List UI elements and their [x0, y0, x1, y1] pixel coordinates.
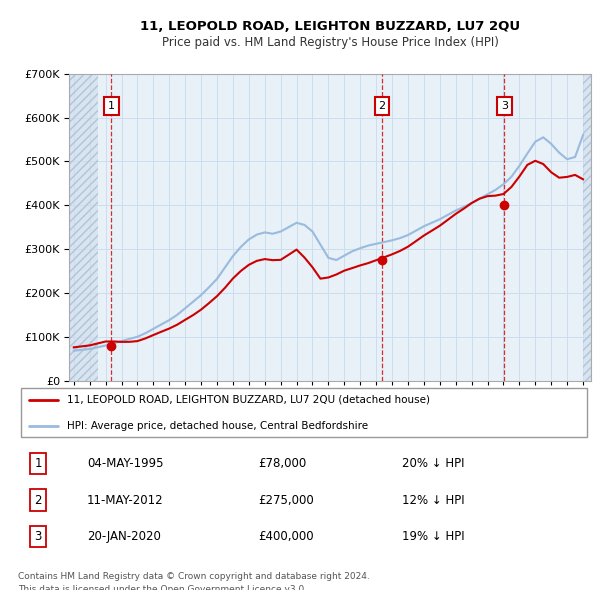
- Text: 2: 2: [34, 493, 42, 507]
- Text: 12% ↓ HPI: 12% ↓ HPI: [402, 493, 464, 507]
- Text: Contains HM Land Registry data © Crown copyright and database right 2024.
This d: Contains HM Land Registry data © Crown c…: [18, 572, 370, 590]
- Bar: [583, 74, 591, 381]
- FancyBboxPatch shape: [21, 388, 587, 437]
- Text: 11-MAY-2012: 11-MAY-2012: [87, 493, 163, 507]
- Text: 1: 1: [34, 457, 42, 470]
- Text: 19% ↓ HPI: 19% ↓ HPI: [402, 530, 464, 543]
- Text: 20% ↓ HPI: 20% ↓ HPI: [402, 457, 464, 470]
- Bar: [69, 74, 98, 381]
- Text: 20-JAN-2020: 20-JAN-2020: [87, 530, 161, 543]
- Text: 3: 3: [34, 530, 42, 543]
- Text: 11, LEOPOLD ROAD, LEIGHTON BUZZARD, LU7 2QU (detached house): 11, LEOPOLD ROAD, LEIGHTON BUZZARD, LU7 …: [67, 395, 430, 405]
- Text: £275,000: £275,000: [259, 493, 314, 507]
- Text: 11, LEOPOLD ROAD, LEIGHTON BUZZARD, LU7 2QU: 11, LEOPOLD ROAD, LEIGHTON BUZZARD, LU7 …: [140, 20, 520, 33]
- Text: £400,000: £400,000: [259, 530, 314, 543]
- Text: HPI: Average price, detached house, Central Bedfordshire: HPI: Average price, detached house, Cent…: [67, 421, 368, 431]
- Text: 1: 1: [107, 101, 115, 111]
- Bar: [69, 74, 98, 381]
- Text: £78,000: £78,000: [259, 457, 307, 470]
- Bar: [583, 74, 591, 381]
- Text: 04-MAY-1995: 04-MAY-1995: [87, 457, 163, 470]
- Text: Price paid vs. HM Land Registry's House Price Index (HPI): Price paid vs. HM Land Registry's House …: [161, 36, 499, 49]
- Text: 3: 3: [501, 101, 508, 111]
- Text: 2: 2: [379, 101, 386, 111]
